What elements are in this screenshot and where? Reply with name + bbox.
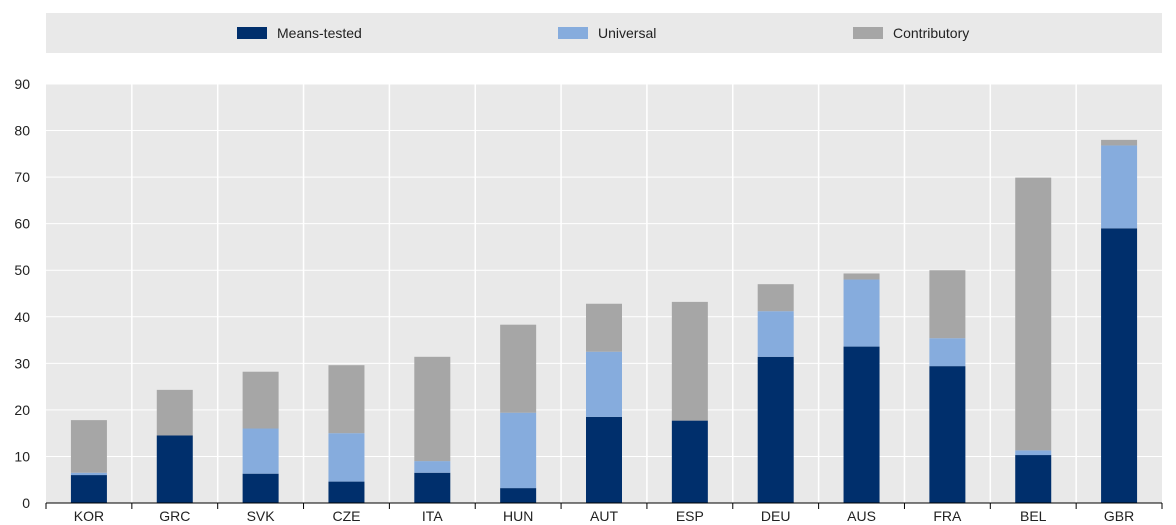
bar-aut-universal (586, 351, 622, 417)
y-tick-label-30: 30 (14, 355, 30, 371)
bar-aut-contributory (586, 303, 622, 352)
bar-deu-universal (757, 311, 794, 357)
legend-swatch-means-tested (237, 27, 267, 39)
bar-bel-universal (1015, 450, 1052, 456)
bar-svk-means-tested (242, 473, 279, 503)
bar-svk-universal (242, 428, 279, 474)
y-tick-label-20: 20 (14, 402, 30, 418)
bar-kor-means-tested (70, 475, 107, 503)
legend-swatch-contributory (853, 27, 883, 39)
bar-ita-means-tested (414, 472, 451, 503)
bar-hun-contributory (500, 324, 537, 413)
bar-aut-means-tested (586, 416, 622, 503)
x-tick-label-aus: AUS (847, 508, 876, 524)
bar-esp-means-tested (671, 420, 708, 503)
bar-ita-contributory (414, 356, 451, 462)
bar-gbr-universal (1101, 145, 1138, 229)
bar-hun-universal (500, 412, 537, 489)
y-tick-label-0: 0 (22, 495, 30, 511)
x-tick-label-cze: CZE (332, 508, 360, 524)
bar-deu-contributory (757, 284, 794, 312)
legend-background (46, 13, 1162, 53)
legend-label-contributory: Contributory (893, 25, 969, 41)
legend-label-means-tested: Means-tested (277, 25, 362, 41)
x-tick-label-bel: BEL (1020, 508, 1047, 524)
bar-cze-universal (328, 433, 365, 482)
bar-fra-contributory (929, 270, 966, 339)
bar-deu-means-tested (757, 356, 794, 503)
y-tick-label-10: 10 (14, 448, 30, 464)
bar-aus-contributory (843, 273, 880, 280)
bar-kor-contributory (70, 420, 107, 473)
bar-aus-means-tested (843, 346, 880, 503)
y-tick-label-50: 50 (14, 262, 30, 278)
y-tick-label-90: 90 (14, 76, 30, 92)
bar-cze-means-tested (328, 481, 365, 503)
bar-fra-universal (929, 338, 966, 367)
bar-grc-contributory (156, 389, 193, 436)
legend-label-universal: Universal (598, 25, 656, 41)
x-tick-label-aut: AUT (590, 508, 618, 524)
x-tick-label-ita: ITA (422, 508, 443, 524)
bar-fra-means-tested (929, 366, 966, 503)
y-tick-label-70: 70 (14, 169, 30, 185)
x-tick-label-esp: ESP (676, 508, 704, 524)
legend-swatch-universal (558, 27, 588, 39)
bar-svk-contributory (242, 371, 279, 429)
bar-bel-contributory (1015, 177, 1052, 451)
y-tick-label-80: 80 (14, 123, 30, 139)
x-tick-label-kor: KOR (74, 508, 104, 524)
bar-gbr-means-tested (1101, 228, 1138, 504)
bar-grc-means-tested (156, 435, 193, 503)
x-tick-label-fra: FRA (933, 508, 962, 524)
bar-hun-means-tested (500, 488, 537, 503)
x-tick-label-gbr: GBR (1104, 508, 1134, 524)
y-tick-label-60: 60 (14, 216, 30, 232)
y-tick-label-40: 40 (14, 309, 30, 325)
bar-esp-contributory (671, 301, 708, 421)
x-tick-label-hun: HUN (503, 508, 533, 524)
x-tick-label-deu: DEU (761, 508, 791, 524)
bar-ita-universal (414, 461, 451, 473)
bar-kor-universal (70, 472, 107, 476)
bar-bel-means-tested (1015, 455, 1052, 503)
bar-aus-universal (843, 279, 880, 347)
x-tick-label-svk: SVK (247, 508, 276, 524)
x-tick-label-grc: GRC (159, 508, 190, 524)
bar-cze-contributory (328, 365, 365, 434)
bar-gbr-contributory (1101, 139, 1138, 146)
